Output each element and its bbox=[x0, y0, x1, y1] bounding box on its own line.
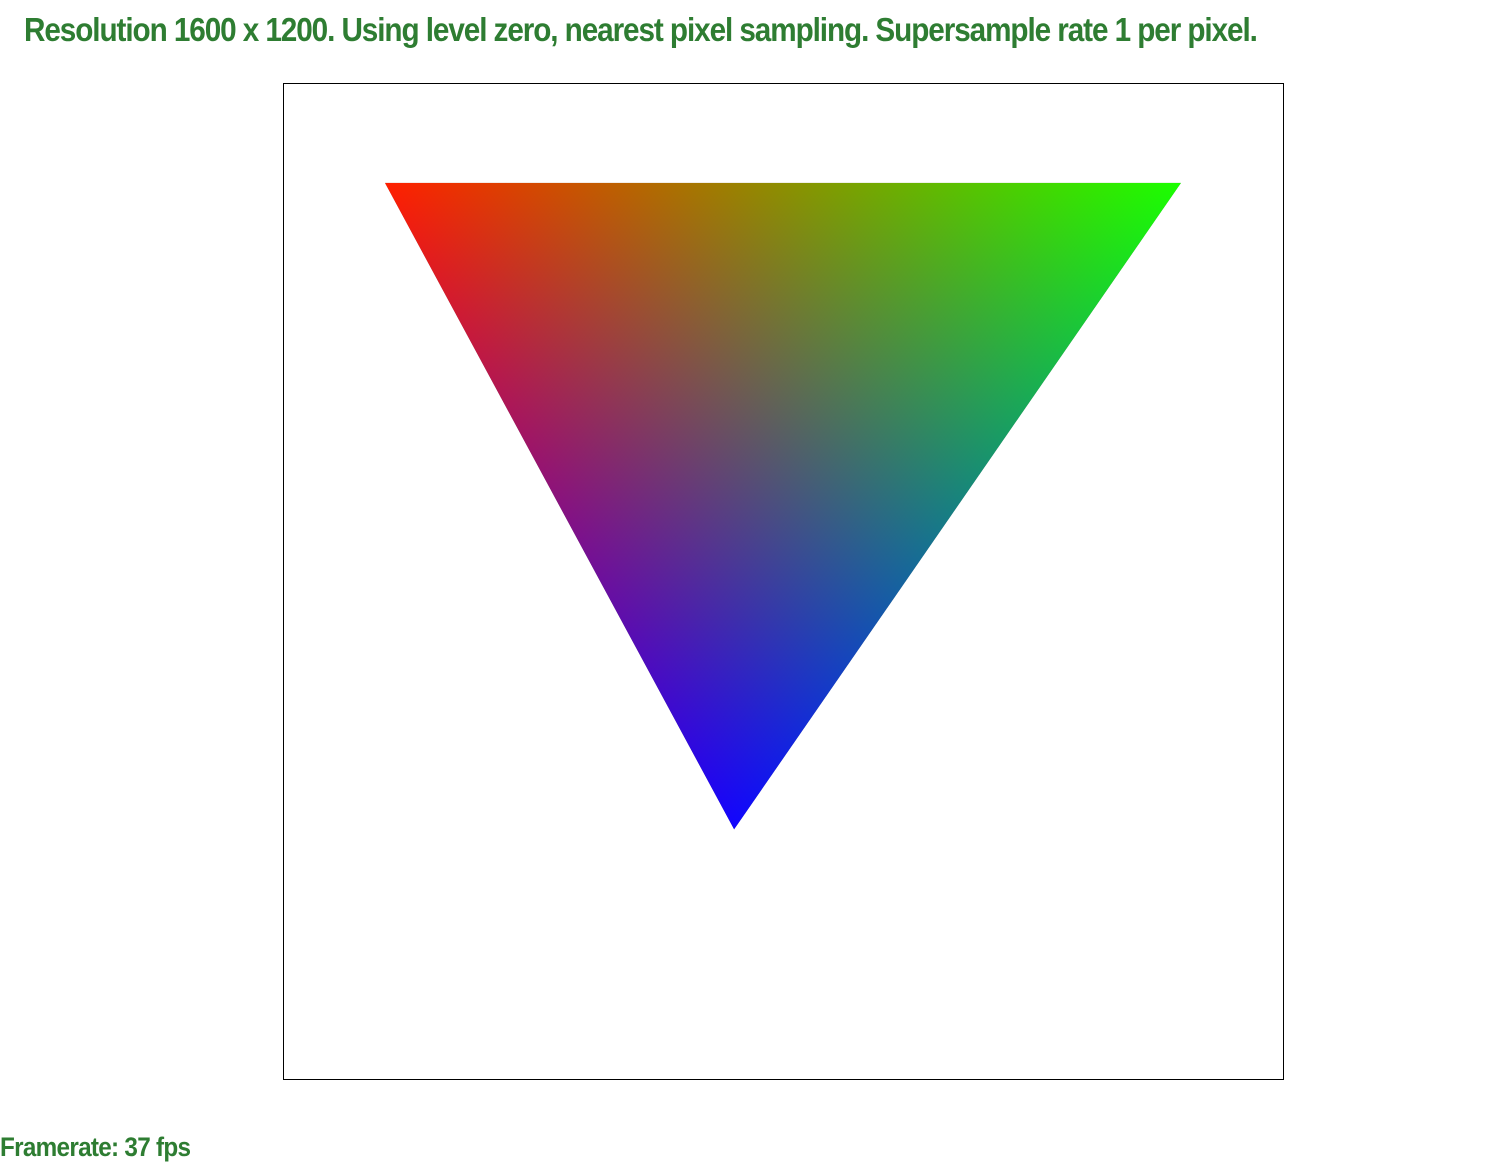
render-canvas bbox=[384, 182, 1182, 830]
color-triangle bbox=[384, 182, 1182, 830]
render-status-text: Resolution 1600 x 1200. Using level zero… bbox=[24, 11, 1258, 48]
render-viewport[interactable] bbox=[283, 83, 1284, 1080]
framerate-text: Framerate: 37 fps bbox=[0, 1132, 191, 1162]
